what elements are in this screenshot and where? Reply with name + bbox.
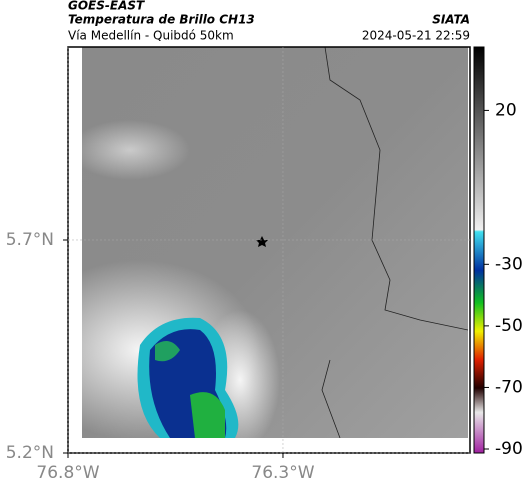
source: SIATA [432,13,470,27]
colorbar-tick-label: 20 [495,100,517,120]
datetime: 2024-05-21 22:59 [362,29,470,43]
location: Vía Medellín - Quibdó 50km [68,29,234,43]
y-tick-label: 5.2°N [6,443,54,463]
colorbar-tick-label: -50 [495,316,523,336]
product: Temperatura de Brillo CH13 [68,13,255,27]
colorbar [473,46,485,454]
y-tick-label: 5.7°N [6,230,54,250]
imagery [82,47,468,438]
colorbar-tick-label: -90 [495,439,523,459]
colorbar-tick-label: -70 [495,377,523,397]
satellite: GOES-EAST [68,0,145,13]
colorbar-tick-label: -30 [495,254,523,274]
x-tick-label: 76.3°W [251,463,314,483]
x-tick-label: 76.8°W [36,463,99,483]
